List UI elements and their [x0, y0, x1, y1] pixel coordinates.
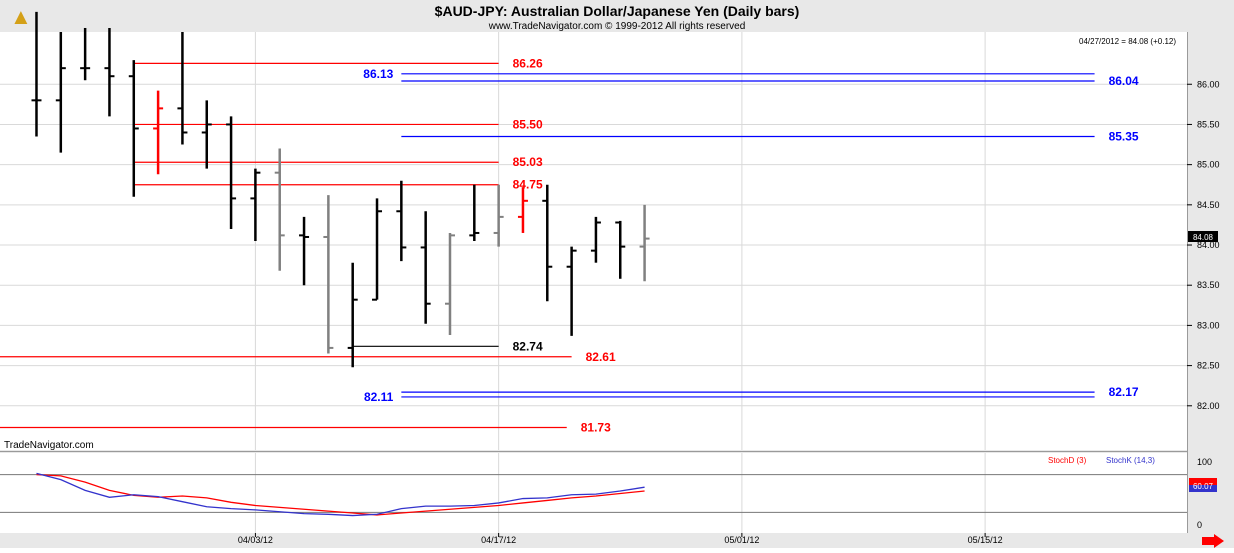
stoch-marker-bg-k — [1189, 485, 1217, 492]
stoch-tick-label: 100 — [1197, 457, 1212, 467]
support-resistance-levels: 86.26 86.13 86.04 85.50 85.35 85.03 84.75 82.74… — [0, 56, 1139, 434]
stoch-marker-label: 60.07 — [1193, 482, 1214, 491]
level-label: 82.61 — [586, 350, 616, 364]
price-tick-label: 83.50 — [1197, 280, 1220, 290]
date-tick-label: 04/03/12 — [238, 535, 273, 545]
price-bars — [31, 11, 650, 368]
watermark: TradeNavigator.com — [4, 440, 94, 451]
price-pane — [0, 32, 1187, 450]
scroll-right-arrow-icon[interactable] — [1202, 534, 1224, 548]
price-axis: 82.00 82.50 83.00 83.50 84.00 84.50 85.00 85.50… — [1187, 79, 1220, 411]
copyright-text: www.TradeNavigator.com © 1999-2012 All r… — [488, 21, 746, 32]
stochastic-axis: 0 100 — [1197, 457, 1212, 530]
price-tick-label: 84.50 — [1197, 200, 1220, 210]
date-tick-label: 04/17/12 — [481, 535, 516, 545]
price-tick-label: 85.50 — [1197, 119, 1220, 129]
level-label: 81.73 — [581, 420, 611, 434]
level-label: 82.74 — [513, 339, 543, 353]
quote-readout: 04/27/2012 = 84.08 (+0.12) — [1079, 37, 1176, 46]
level-label: 84.75 — [513, 178, 543, 192]
level-label: 85.50 — [513, 117, 543, 131]
date-tick-label: 05/15/12 — [968, 535, 1003, 545]
price-tick-label: 83.00 — [1197, 320, 1220, 330]
logo-icon: ▲ — [10, 4, 32, 29]
level-label: 85.35 — [1109, 130, 1139, 144]
chart-title: $AUD-JPY: Australian Dollar/Japanese Yen… — [435, 3, 800, 19]
date-tick-label: 05/01/12 — [724, 535, 759, 545]
date-axis: 04/03/12 04/17/12 05/01/12 05/15/12 — [238, 533, 1003, 545]
stochastic-pane — [0, 453, 1187, 533]
level-label: 85.03 — [513, 155, 543, 169]
level-label: 82.11 — [364, 390, 394, 404]
level-label: 82.17 — [1109, 385, 1139, 399]
level-label: 86.13 — [363, 67, 393, 81]
last-price-tag-bg — [1188, 231, 1218, 242]
stoch-tick-label: 0 — [1197, 520, 1202, 530]
legend-stoch-k: StochK (14,3) — [1106, 456, 1155, 465]
level-label: 86.04 — [1109, 74, 1139, 88]
legend-stoch-d: StochD (3) — [1048, 456, 1087, 465]
price-tick-label: 86.00 — [1197, 79, 1220, 89]
price-tick-label: 82.50 — [1197, 361, 1220, 371]
level-label: 86.26 — [513, 56, 543, 70]
price-tick-label: 84.00 — [1197, 240, 1220, 250]
price-tick-label: 85.00 — [1197, 160, 1220, 170]
last-price-tag: 84.08 — [1193, 233, 1214, 242]
stoch-line — [36, 472, 645, 517]
stochastic-lines — [0, 472, 1187, 517]
price-tick-label: 82.00 — [1197, 401, 1220, 411]
